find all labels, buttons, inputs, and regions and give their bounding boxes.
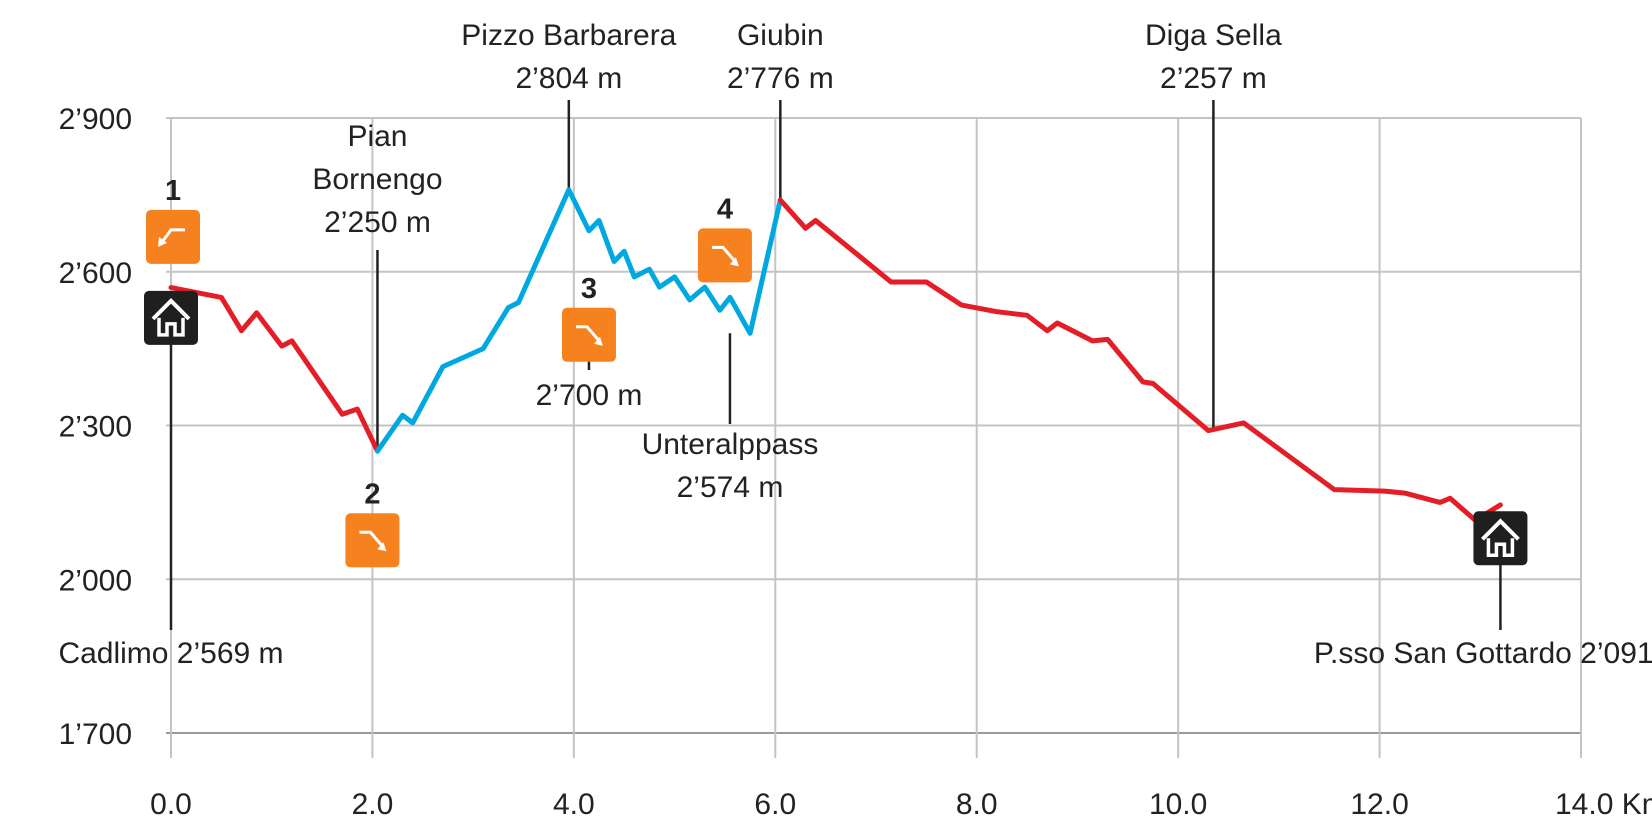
profile-segment-line	[375, 187, 783, 454]
arrow-head	[729, 257, 739, 267]
home-marker	[1473, 511, 1528, 566]
home-body	[157, 317, 185, 337]
annotation-label: Giubin	[737, 19, 824, 52]
x-tick-label: 4.0	[553, 788, 595, 821]
y-tick-label: 2’300	[59, 411, 132, 444]
waypoint-box	[561, 307, 616, 362]
endpoints	[144, 290, 1528, 566]
annotation-label: Unteralppass	[642, 428, 819, 461]
waypoint-box	[345, 513, 400, 568]
waypoint-box	[697, 228, 752, 283]
profile-segment-line	[168, 285, 380, 454]
waypoint-number: 1	[165, 175, 181, 207]
arrow-head	[158, 236, 168, 247]
annotation-label: 2’776 m	[727, 62, 834, 95]
waypoint-marker: 3	[561, 273, 616, 362]
waypoint-marker: 4	[697, 193, 752, 283]
waypoints: 1 2 3 4	[146, 175, 752, 568]
home-icon	[1481, 518, 1520, 541]
arrow-head	[377, 542, 387, 552]
home-icon	[151, 298, 191, 321]
waypoint-number: 3	[581, 273, 597, 305]
waypoint-box	[146, 209, 201, 264]
home-body	[1486, 538, 1515, 557]
waypoint-number: 2	[364, 478, 380, 510]
x-tick-label: 6.0	[754, 788, 796, 821]
annotation-label: Pian	[347, 120, 407, 153]
arrow-head	[593, 336, 603, 346]
arrow-turn-down-right-icon	[711, 245, 738, 264]
x-tick-label: 8.0	[956, 788, 998, 821]
y-tick-label: 2’900	[59, 103, 132, 136]
annotation-label: 2’700 m	[536, 379, 643, 412]
x-tick-label: 14.0 Km	[1555, 788, 1652, 821]
y-axis-ticks: 2’900 2’600 2’300 2’000 1’700	[59, 103, 132, 751]
arrow-turn-down-left-icon	[158, 228, 186, 246]
profile-series	[168, 187, 1503, 523]
y-tick-label: 2’000	[59, 564, 132, 597]
x-tick-label: 2.0	[352, 788, 394, 821]
annotation-label: 2’574 m	[677, 471, 784, 504]
annotation-label: Cadlimo 2’569 m	[58, 637, 283, 670]
annotation-label: P.sso San Gottardo 2’091 m	[1314, 637, 1652, 670]
x-axis-ticks: 0.0 2.0 4.0 6.0 8.0 10.0 12.0 14.0 Km	[150, 788, 1652, 821]
waypoint-number: 4	[717, 193, 733, 225]
home-marker	[144, 290, 198, 345]
y-tick-label: 2’600	[59, 257, 132, 290]
annotation-label: Bornengo	[312, 163, 442, 196]
annotation-label: 2’257 m	[1160, 62, 1267, 95]
annotation-label: Diga Sella	[1145, 19, 1282, 52]
annotations: Cadlimo 2’569 m Pian Bornengo 2’250 m Pizzo …	[58, 19, 1652, 670]
x-tick-label: 10.0	[1149, 788, 1207, 821]
annotation-label: Pizzo Barbarera	[461, 19, 676, 52]
arrow-turn-down-right-icon	[575, 325, 602, 343]
waypoint-marker: 1	[146, 175, 201, 264]
profile-segment-line	[777, 197, 1503, 523]
x-tick-label: 12.0	[1350, 788, 1408, 821]
x-tick-label: 0.0	[150, 788, 192, 821]
annotation-label: 2’250 m	[324, 206, 431, 239]
arrow-turn-down-right-icon	[359, 530, 385, 549]
annotation-leaders	[169, 100, 1502, 630]
y-tick-label: 1’700	[59, 718, 132, 751]
annotation-label: 2’804 m	[515, 62, 622, 95]
waypoint-marker: 2	[345, 478, 400, 568]
